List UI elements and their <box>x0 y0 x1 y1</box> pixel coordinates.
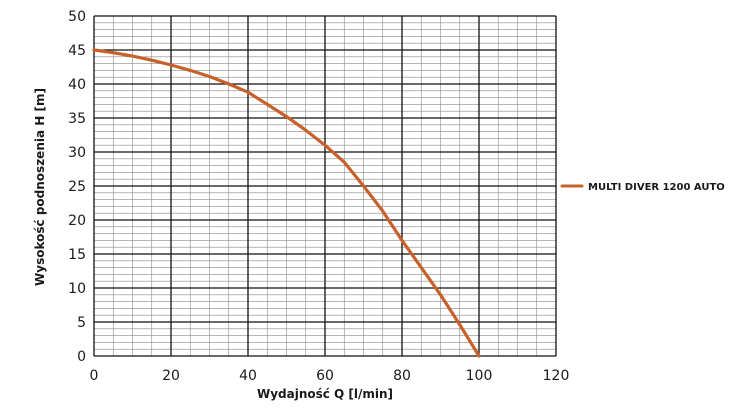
series-line <box>92 48 481 358</box>
x-tick-label: 0 <box>90 368 99 384</box>
y-tick-label: 20 <box>68 213 86 229</box>
x-axis-label: Wydajność Q [l/min] <box>257 387 393 401</box>
x-tick-label: 100 <box>466 368 493 384</box>
x-tick-labels: 0 20 40 60 80 100 120 <box>90 368 570 384</box>
y-tick-label: 10 <box>68 281 86 297</box>
grid-major <box>93 15 557 357</box>
y-tick-label: 25 <box>68 179 86 195</box>
y-tick-label: 15 <box>68 247 86 263</box>
x-tick-label: 60 <box>316 368 334 384</box>
legend-label: MULTI DIVER 1200 AUTO <box>588 182 725 193</box>
y-tick-label: 40 <box>68 77 86 93</box>
x-tick-label: 20 <box>162 368 180 384</box>
y-tick-labels: 0 5 10 15 20 25 30 35 40 45 50 <box>68 9 86 365</box>
y-tick-label: 35 <box>68 111 86 127</box>
series-layer <box>92 48 481 358</box>
x-tick-label: 40 <box>239 368 257 384</box>
x-tick-label: 120 <box>543 368 570 384</box>
y-tick-label: 50 <box>68 9 86 25</box>
y-tick-label: 45 <box>68 43 86 59</box>
x-tick-label: 80 <box>393 368 411 384</box>
y-axis-label: Wysokość podnoszenia H [m] <box>33 88 47 286</box>
y-tick-label: 0 <box>77 349 86 365</box>
legend: MULTI DIVER 1200 AUTO <box>560 182 725 193</box>
y-tick-label: 30 <box>68 145 86 161</box>
y-tick-label: 5 <box>77 315 86 331</box>
